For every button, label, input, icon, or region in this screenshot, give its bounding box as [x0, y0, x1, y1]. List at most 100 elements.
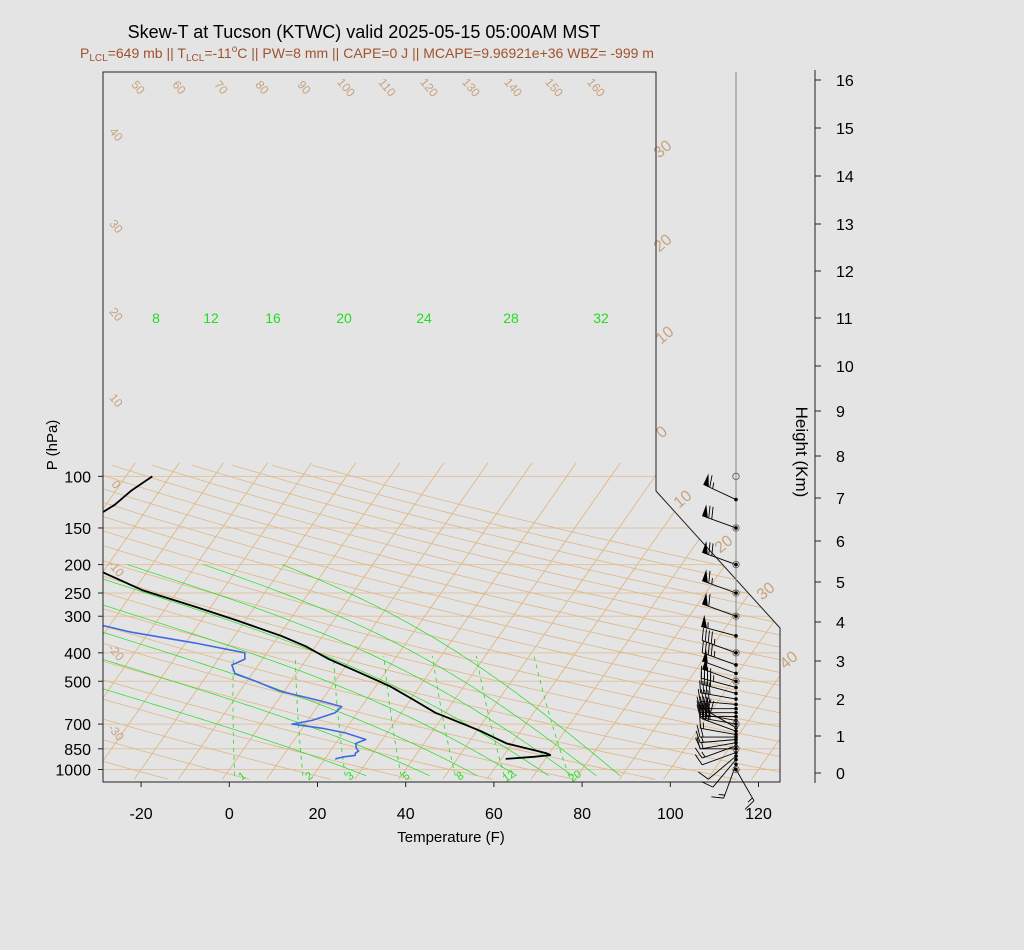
wind-barb: [701, 614, 738, 638]
pressure-tick-label: 400: [64, 646, 91, 663]
dry-adiabat-line: [103, 464, 780, 780]
dry-adiabat-line: [312, 464, 780, 780]
wind-barb: [702, 541, 738, 567]
isotherm-label: 10: [106, 391, 126, 410]
wind-barb: [695, 730, 738, 744]
isotherm-label: 90: [294, 78, 314, 97]
moist-adiabat-line: [103, 564, 518, 777]
dry-adiabat-line: [103, 464, 656, 780]
temperature-profile-line: [103, 475, 552, 760]
dry-adiabat-line: [103, 464, 331, 780]
isotherm-label: 20: [712, 532, 737, 557]
isotherm-line: [103, 462, 224, 780]
grid-labels: 50 60 70 80 90 100 110 120 130 140 150 160403020100…: [105, 75, 801, 785]
moist-adiabat-line: [103, 564, 430, 777]
dry-adiabat-line: [103, 464, 780, 780]
dry-adiabat-line: [103, 464, 780, 780]
pressure-tick-label: 850: [64, 742, 91, 759]
isotherm-line: [574, 462, 780, 780]
moist-adiabat-label: 28: [503, 310, 519, 326]
wind-barb: [734, 767, 755, 810]
height-tick-label: 15: [836, 121, 854, 138]
temperature-tick-label: 20: [309, 806, 327, 823]
isotherm-label: 20: [651, 231, 676, 256]
wind-barb: [694, 743, 738, 759]
height-tick-label: 12: [836, 264, 854, 281]
level-marker: [732, 745, 740, 753]
wind-barb: [701, 757, 738, 788]
isotherm-line: [751, 462, 780, 780]
height-tick-label: 6: [836, 534, 845, 551]
level-marker: [732, 612, 740, 620]
temperature-tick-label: 60: [485, 806, 503, 823]
moist-adiabat-label: 12: [203, 310, 219, 326]
isotherm-line: [103, 462, 180, 780]
pressure-tick-label: 200: [64, 558, 91, 575]
level-marker: [732, 765, 740, 774]
isotherm-label: -10: [105, 557, 127, 580]
wind-barbs: [694, 72, 755, 810]
height-tick-label: 0: [836, 766, 845, 783]
chart-subtitle: PLCL=649 mb || TLCL=-11oC || PW=8 mm || …: [80, 44, 654, 64]
dry-adiabat-line: [103, 464, 780, 780]
dry-adiabat-line: [103, 464, 780, 780]
sounding-profiles: [103, 475, 552, 761]
level-marker: [732, 472, 740, 480]
isotherm-label: 120: [417, 75, 441, 100]
height-tick-label: 9: [836, 404, 845, 421]
height-tick-label: 16: [836, 73, 854, 90]
lcl-temp-subscript: LCL: [186, 53, 205, 64]
isotherm-line: [103, 462, 268, 780]
isotherm-line: [796, 463, 1018, 779]
moist-adiabat-line: [103, 564, 478, 777]
isotherm-label: 60: [169, 78, 189, 97]
height-tick-label: 3: [836, 654, 845, 671]
dry-adiabat-line: [103, 464, 780, 780]
subtitle-separator: ||: [163, 45, 178, 61]
isotherm-line: [266, 462, 489, 780]
isotherm-label: 140: [501, 75, 525, 100]
mixing-ratio-line: [476, 655, 505, 776]
pressure-tick-label: 250: [64, 586, 91, 603]
wind-barb: [699, 715, 738, 737]
moist-adiabat-label: 16: [265, 310, 281, 326]
dry-adiabat-line: [232, 464, 780, 780]
isotherm-line: [840, 463, 1024, 779]
isotherm-line: [0, 463, 3, 779]
temperature-tick-label: 100: [657, 806, 684, 823]
isotherm-line: [0, 463, 47, 779]
isotherm-label: 30: [651, 137, 676, 162]
lcl-pressure-subscript: LCL: [89, 53, 108, 64]
mixing-ratio-label: 20: [567, 768, 584, 785]
mixing-ratio-label: 2: [303, 770, 315, 783]
isotherm-line: [222, 462, 445, 780]
height-tick-label: 2: [836, 692, 845, 709]
dry-adiabat-line: [192, 464, 780, 780]
temperature-tick-label: 40: [397, 806, 415, 823]
isotherm-line: [177, 462, 401, 780]
dry-adiabat-line: [111, 464, 780, 780]
wind-barb: [697, 689, 738, 707]
lcl-temp-value: =-11: [204, 45, 232, 61]
isotherm-line: [928, 463, 1024, 779]
y-axis-label: P (hPa): [44, 420, 61, 471]
isotherm-line: [133, 462, 357, 780]
isotherm-label: 80: [252, 78, 272, 97]
isotherm-line: [972, 463, 1024, 779]
plot-outline: [102, 71, 781, 783]
dry-adiabat-line: [103, 464, 780, 780]
isotherm-line: [442, 462, 665, 780]
isotherm-label: 10: [671, 487, 696, 512]
level-marker: [732, 649, 740, 657]
isotherm-label: 110: [376, 76, 399, 100]
moist-adiabat-label: 20: [336, 310, 352, 326]
isotherm-label: 50: [128, 78, 148, 97]
isotherm-line: [398, 462, 621, 780]
wind-barb: [695, 737, 738, 750]
moist-adiabat-label: 8: [152, 310, 160, 326]
height-tick-label: 1: [836, 729, 845, 746]
wind-barb: [701, 640, 738, 667]
level-marker: [732, 720, 740, 728]
moist-adiabat-line: [203, 564, 597, 776]
